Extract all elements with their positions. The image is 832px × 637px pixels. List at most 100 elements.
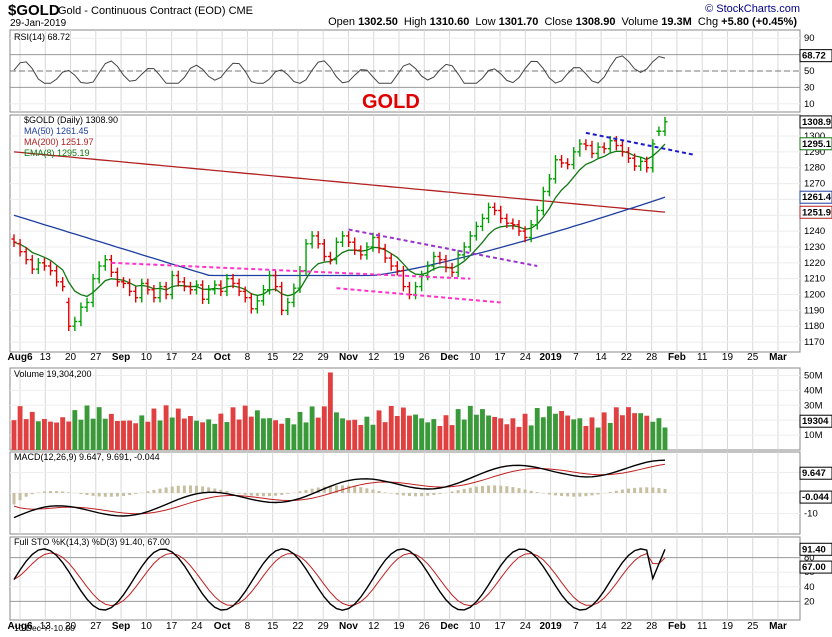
open-value: 1302.50 xyxy=(358,16,398,28)
macd-panel[interactable] xyxy=(10,459,800,519)
macd-histogram-bar xyxy=(566,493,570,497)
volume-bar xyxy=(553,413,558,450)
volume-bar xyxy=(169,417,175,450)
low-label: Low xyxy=(475,16,496,28)
x-tick-label: 20 xyxy=(65,621,77,632)
volume-bar xyxy=(157,420,163,450)
price-bar xyxy=(419,270,425,292)
volume-bar xyxy=(23,419,29,450)
price-bar xyxy=(175,270,181,287)
macd-histogram-bar xyxy=(42,491,46,493)
x-tick-label: 17 xyxy=(495,621,507,632)
volume-bar xyxy=(419,418,425,450)
macd-histogram-bar xyxy=(590,493,594,496)
price-bar xyxy=(461,242,467,260)
price-tick-label: 1230 xyxy=(804,242,825,253)
vol-tag: 19304 xyxy=(802,416,829,427)
price-tick-label: 1200 xyxy=(804,290,825,301)
price-bar xyxy=(309,231,315,249)
macd-histogram-bar xyxy=(274,493,278,496)
low-value: 1301.70 xyxy=(498,16,539,28)
header-date: 29-Jan-2019 xyxy=(10,18,67,29)
volume-bar xyxy=(303,422,309,450)
volume-bar xyxy=(400,407,406,450)
price-bar xyxy=(486,202,492,224)
price-legend-title: $GOLD (Daily) 1308.90 xyxy=(24,115,118,125)
volume-bar xyxy=(200,422,206,450)
price-bar xyxy=(534,205,540,230)
sto-tag: 91.40 xyxy=(802,544,826,555)
x-tick-label: 26 xyxy=(419,621,431,632)
trendline-blue xyxy=(585,131,696,157)
macd-histogram-bar xyxy=(322,486,326,493)
macd-histogram-bar xyxy=(663,488,667,493)
macd-histogram-bar xyxy=(438,493,442,495)
price-bar xyxy=(230,273,236,289)
volume-bar xyxy=(127,420,133,450)
price-bar xyxy=(321,239,327,262)
macd-histogram-bar xyxy=(261,493,265,497)
rsi-panel[interactable] xyxy=(10,37,800,105)
volume-bar xyxy=(248,416,254,450)
x-tick-label: 29 xyxy=(318,352,330,363)
macd-tag-box xyxy=(799,466,832,480)
macd-tag-box xyxy=(799,490,832,504)
macd-histogram-bar xyxy=(383,492,387,493)
price-bar xyxy=(35,258,41,274)
stockcharts-logo: © StockCharts.com xyxy=(705,3,800,15)
macd-histogram-bar xyxy=(493,485,497,493)
price-bar xyxy=(559,155,565,168)
ma50-tag-box xyxy=(799,190,832,204)
x-tick-label: Dec xyxy=(440,352,459,363)
volume-bar xyxy=(388,405,394,450)
price-bar xyxy=(139,278,145,303)
macd-histogram-bar xyxy=(626,488,630,493)
volume-bar xyxy=(565,415,571,450)
macd-histogram-bar xyxy=(304,489,308,493)
ema-tag: 1295.1 xyxy=(802,139,832,150)
x-tick-label: 19 xyxy=(722,352,734,363)
sto-d-line xyxy=(13,552,666,607)
ma200-line xyxy=(13,151,666,213)
macd-histogram-bar xyxy=(67,492,71,493)
price-bar xyxy=(522,226,528,243)
ticker-symbol: $GOLD xyxy=(8,2,60,19)
price-bar xyxy=(370,232,376,252)
price-bar xyxy=(601,142,607,154)
macd-histogram-bar xyxy=(511,487,515,493)
macd-tag: -0.044 xyxy=(802,492,830,503)
price-bar xyxy=(114,267,120,287)
volume-bar xyxy=(613,407,619,450)
macd-histogram-bar xyxy=(128,493,132,496)
x-tick-label: 7 xyxy=(573,621,579,632)
price-bar xyxy=(589,140,595,159)
macd-histogram-bar xyxy=(91,493,95,496)
volume-bar xyxy=(394,415,400,450)
macd-histogram-bar xyxy=(560,493,564,497)
volume-bar xyxy=(84,405,90,450)
volume-bar xyxy=(261,418,266,450)
price-panel[interactable] xyxy=(10,117,800,343)
volume-bar xyxy=(309,406,315,450)
price-bar xyxy=(163,281,169,300)
volume-bar xyxy=(181,418,187,450)
x-tick-label: 8 xyxy=(245,352,251,363)
price-bar xyxy=(431,251,437,271)
volume-panel[interactable] xyxy=(10,372,800,450)
price-tick-label: 1300 xyxy=(804,131,825,142)
macd-histogram-bar xyxy=(517,488,521,493)
x-tick-label: 13 xyxy=(40,621,52,632)
macd-histogram-bar xyxy=(55,491,59,493)
price-bar xyxy=(60,277,66,292)
rsi-tick-label: 30 xyxy=(804,82,815,93)
stochastic-panel[interactable] xyxy=(10,548,800,611)
price-bar xyxy=(218,280,224,297)
volume-bar xyxy=(407,415,412,450)
price-bar xyxy=(516,220,522,236)
x-tick-label: 19 xyxy=(722,621,734,632)
rsi-tick-label: 90 xyxy=(804,33,815,44)
price-bar xyxy=(84,297,90,312)
macd-histogram-bar xyxy=(207,487,211,493)
price-bar xyxy=(638,156,644,171)
